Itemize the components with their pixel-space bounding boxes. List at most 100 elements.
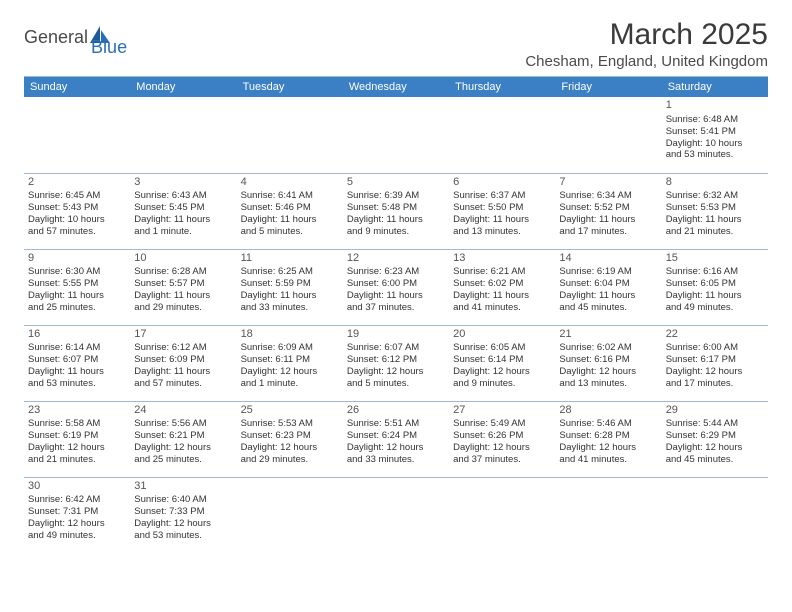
day-number: 18: [241, 328, 339, 342]
daylight-text: and 41 minutes.: [453, 302, 551, 314]
calendar-cell: 15Sunrise: 6:16 AMSunset: 6:05 PMDayligh…: [662, 249, 768, 325]
daylight-text: Daylight: 11 hours: [453, 214, 551, 226]
day-number: 25: [241, 404, 339, 418]
sunrise-text: Sunrise: 6:34 AM: [559, 190, 657, 202]
calendar-cell: 29Sunrise: 5:44 AMSunset: 6:29 PMDayligh…: [662, 401, 768, 477]
calendar-week-row: 23Sunrise: 5:58 AMSunset: 6:19 PMDayligh…: [24, 401, 768, 477]
sunrise-text: Sunrise: 5:46 AM: [559, 418, 657, 430]
day-number: 7: [559, 176, 657, 190]
daylight-text: and 13 minutes.: [453, 226, 551, 238]
sunset-text: Sunset: 6:17 PM: [666, 354, 764, 366]
sunrise-text: Sunrise: 6:28 AM: [134, 266, 232, 278]
calendar-cell: [555, 97, 661, 173]
daylight-text: and 25 minutes.: [134, 454, 232, 466]
calendar-cell: 14Sunrise: 6:19 AMSunset: 6:04 PMDayligh…: [555, 249, 661, 325]
day-number: 19: [347, 328, 445, 342]
day-number: 3: [134, 176, 232, 190]
calendar-cell: 2Sunrise: 6:45 AMSunset: 5:43 PMDaylight…: [24, 173, 130, 249]
day-number: 29: [666, 404, 764, 418]
calendar-cell: 24Sunrise: 5:56 AMSunset: 6:21 PMDayligh…: [130, 401, 236, 477]
sunrise-text: Sunrise: 6:32 AM: [666, 190, 764, 202]
sunset-text: Sunset: 6:09 PM: [134, 354, 232, 366]
sunset-text: Sunset: 6:07 PM: [28, 354, 126, 366]
daylight-text: and 29 minutes.: [134, 302, 232, 314]
day-number: 21: [559, 328, 657, 342]
daylight-text: and 5 minutes.: [241, 226, 339, 238]
day-number: 14: [559, 252, 657, 266]
calendar-cell: 18Sunrise: 6:09 AMSunset: 6:11 PMDayligh…: [237, 325, 343, 401]
sunrise-text: Sunrise: 6:37 AM: [453, 190, 551, 202]
sunrise-text: Sunrise: 6:42 AM: [28, 494, 126, 506]
day-number: 11: [241, 252, 339, 266]
day-number: 5: [347, 176, 445, 190]
daylight-text: Daylight: 11 hours: [666, 214, 764, 226]
sunset-text: Sunset: 5:48 PM: [347, 202, 445, 214]
calendar-cell: [130, 97, 236, 173]
day-number: 2: [28, 176, 126, 190]
daylight-text: Daylight: 12 hours: [559, 366, 657, 378]
daylight-text: Daylight: 12 hours: [347, 366, 445, 378]
sunrise-text: Sunrise: 6:09 AM: [241, 342, 339, 354]
daylight-text: Daylight: 12 hours: [453, 442, 551, 454]
daylight-text: and 21 minutes.: [28, 454, 126, 466]
sunset-text: Sunset: 7:33 PM: [134, 506, 232, 518]
daylight-text: and 17 minutes.: [666, 378, 764, 390]
day-number: 26: [347, 404, 445, 418]
daylight-text: and 45 minutes.: [559, 302, 657, 314]
daylight-text: Daylight: 10 hours: [28, 214, 126, 226]
sunrise-text: Sunrise: 6:00 AM: [666, 342, 764, 354]
sunrise-text: Sunrise: 6:07 AM: [347, 342, 445, 354]
day-header: Friday: [555, 77, 661, 98]
day-header: Sunday: [24, 77, 130, 98]
sunset-text: Sunset: 7:31 PM: [28, 506, 126, 518]
title-block: March 2025 Chesham, England, United King…: [525, 18, 768, 70]
sunset-text: Sunset: 6:05 PM: [666, 278, 764, 290]
calendar-cell: 26Sunrise: 5:51 AMSunset: 6:24 PMDayligh…: [343, 401, 449, 477]
daylight-text: and 9 minutes.: [347, 226, 445, 238]
sunrise-text: Sunrise: 6:48 AM: [666, 114, 764, 126]
daylight-text: Daylight: 12 hours: [453, 366, 551, 378]
day-number: 24: [134, 404, 232, 418]
day-number: 6: [453, 176, 551, 190]
sunset-text: Sunset: 5:45 PM: [134, 202, 232, 214]
calendar-cell: 8Sunrise: 6:32 AMSunset: 5:53 PMDaylight…: [662, 173, 768, 249]
sunset-text: Sunset: 5:59 PM: [241, 278, 339, 290]
day-number: 30: [28, 480, 126, 494]
calendar-cell: [662, 477, 768, 553]
daylight-text: Daylight: 11 hours: [134, 366, 232, 378]
sunrise-text: Sunrise: 6:45 AM: [28, 190, 126, 202]
daylight-text: and 57 minutes.: [28, 226, 126, 238]
daylight-text: and 53 minutes.: [134, 530, 232, 542]
sunset-text: Sunset: 6:28 PM: [559, 430, 657, 442]
day-header-row: Sunday Monday Tuesday Wednesday Thursday…: [24, 77, 768, 98]
sunset-text: Sunset: 5:41 PM: [666, 126, 764, 138]
calendar-table: Sunday Monday Tuesday Wednesday Thursday…: [24, 76, 768, 553]
logo: General Blue: [24, 26, 149, 47]
sunrise-text: Sunrise: 5:44 AM: [666, 418, 764, 430]
sunrise-text: Sunrise: 6:21 AM: [453, 266, 551, 278]
logo-text-blue: Blue: [91, 37, 127, 57]
daylight-text: and 17 minutes.: [559, 226, 657, 238]
sunrise-text: Sunrise: 5:58 AM: [28, 418, 126, 430]
daylight-text: Daylight: 11 hours: [241, 214, 339, 226]
calendar-cell: 16Sunrise: 6:14 AMSunset: 6:07 PMDayligh…: [24, 325, 130, 401]
daylight-text: Daylight: 11 hours: [241, 290, 339, 302]
sunset-text: Sunset: 6:26 PM: [453, 430, 551, 442]
calendar-week-row: 1Sunrise: 6:48 AMSunset: 5:41 PMDaylight…: [24, 97, 768, 173]
day-number: 1: [666, 99, 764, 113]
sunrise-text: Sunrise: 5:49 AM: [453, 418, 551, 430]
sunrise-text: Sunrise: 6:05 AM: [453, 342, 551, 354]
sunset-text: Sunset: 6:11 PM: [241, 354, 339, 366]
sunrise-text: Sunrise: 6:12 AM: [134, 342, 232, 354]
daylight-text: Daylight: 10 hours: [666, 138, 764, 150]
daylight-text: Daylight: 12 hours: [28, 442, 126, 454]
calendar-cell: 13Sunrise: 6:21 AMSunset: 6:02 PMDayligh…: [449, 249, 555, 325]
calendar-cell: 3Sunrise: 6:43 AMSunset: 5:45 PMDaylight…: [130, 173, 236, 249]
logo-text-general: General: [24, 28, 88, 46]
daylight-text: and 1 minute.: [134, 226, 232, 238]
daylight-text: and 1 minute.: [241, 378, 339, 390]
daylight-text: and 33 minutes.: [241, 302, 339, 314]
daylight-text: Daylight: 11 hours: [666, 290, 764, 302]
day-header: Saturday: [662, 77, 768, 98]
daylight-text: and 37 minutes.: [347, 302, 445, 314]
